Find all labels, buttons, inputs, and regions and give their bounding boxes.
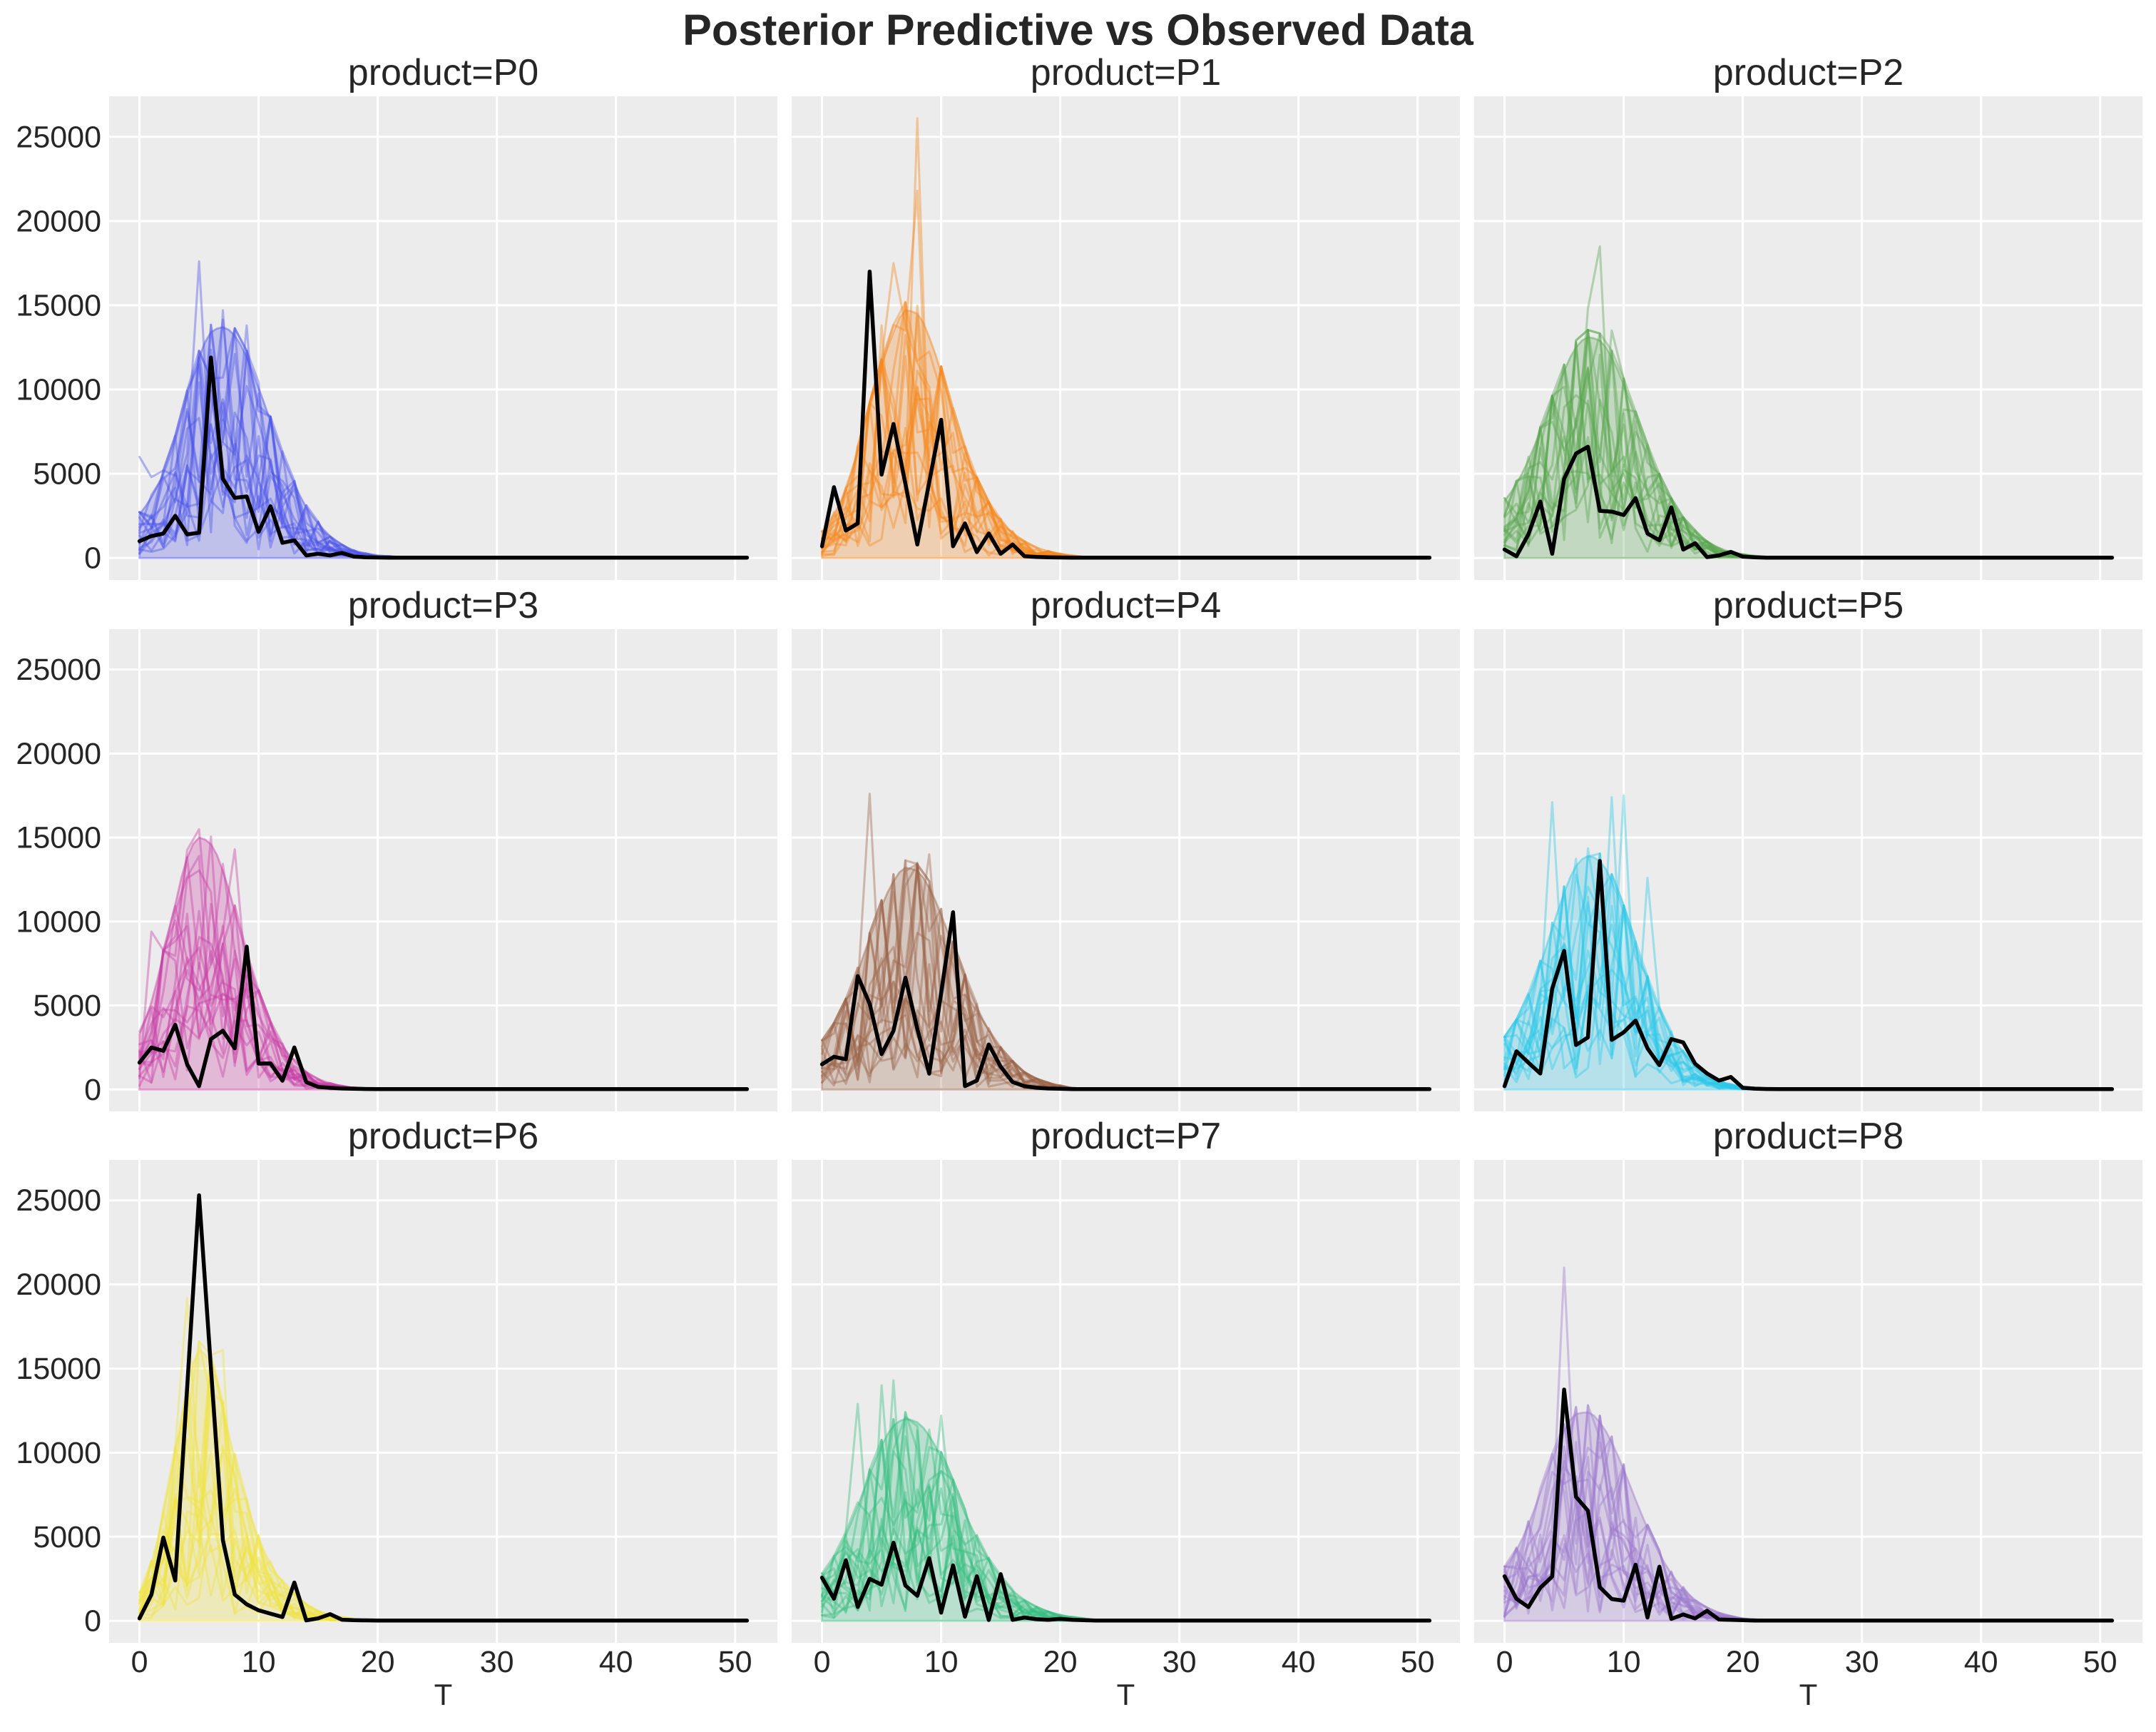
svg-text:20000: 20000 bbox=[16, 737, 101, 771]
svg-text:0: 0 bbox=[131, 1645, 148, 1679]
svg-text:5000: 5000 bbox=[33, 1520, 101, 1554]
svg-text:10: 10 bbox=[242, 1645, 276, 1679]
svg-text:10: 10 bbox=[924, 1645, 959, 1679]
svg-text:40: 40 bbox=[599, 1645, 633, 1679]
svg-text:20000: 20000 bbox=[16, 1268, 101, 1302]
svg-text:15000: 15000 bbox=[16, 821, 101, 855]
svg-text:T: T bbox=[434, 1678, 453, 1711]
svg-text:product=P1: product=P1 bbox=[1031, 52, 1221, 93]
svg-text:product=P5: product=P5 bbox=[1713, 585, 1904, 626]
svg-text:0: 0 bbox=[814, 1645, 831, 1679]
svg-text:5000: 5000 bbox=[33, 989, 101, 1023]
svg-text:25000: 25000 bbox=[16, 120, 101, 154]
svg-text:20: 20 bbox=[361, 1645, 395, 1679]
svg-text:25000: 25000 bbox=[16, 653, 101, 687]
svg-text:product=P4: product=P4 bbox=[1031, 585, 1221, 626]
svg-text:product=P6: product=P6 bbox=[348, 1116, 538, 1157]
svg-text:0: 0 bbox=[84, 1073, 101, 1107]
svg-text:T: T bbox=[1799, 1678, 1818, 1711]
svg-text:40: 40 bbox=[1282, 1645, 1316, 1679]
svg-text:0: 0 bbox=[1496, 1645, 1513, 1679]
svg-text:30: 30 bbox=[480, 1645, 514, 1679]
svg-text:T: T bbox=[1117, 1678, 1135, 1711]
svg-text:15000: 15000 bbox=[16, 1352, 101, 1386]
svg-text:10: 10 bbox=[1607, 1645, 1641, 1679]
svg-text:0: 0 bbox=[84, 541, 101, 576]
svg-text:20: 20 bbox=[1043, 1645, 1078, 1679]
svg-text:product=P0: product=P0 bbox=[348, 52, 538, 93]
svg-text:10000: 10000 bbox=[16, 373, 101, 407]
svg-text:0: 0 bbox=[84, 1604, 101, 1639]
svg-text:15000: 15000 bbox=[16, 288, 101, 322]
svg-text:product=P8: product=P8 bbox=[1713, 1116, 1904, 1157]
svg-text:30: 30 bbox=[1845, 1645, 1879, 1679]
svg-text:product=P7: product=P7 bbox=[1031, 1116, 1221, 1157]
svg-text:5000: 5000 bbox=[33, 457, 101, 491]
svg-text:50: 50 bbox=[1401, 1645, 1435, 1679]
svg-text:50: 50 bbox=[2083, 1645, 2117, 1679]
svg-text:product=P2: product=P2 bbox=[1713, 52, 1904, 93]
svg-text:Posterior Predictive vs Observ: Posterior Predictive vs Observed Data bbox=[683, 6, 1474, 54]
svg-text:20: 20 bbox=[1726, 1645, 1760, 1679]
svg-text:20000: 20000 bbox=[16, 204, 101, 238]
svg-text:50: 50 bbox=[718, 1645, 752, 1679]
svg-text:10000: 10000 bbox=[16, 905, 101, 939]
svg-text:10000: 10000 bbox=[16, 1436, 101, 1470]
svg-text:25000: 25000 bbox=[16, 1183, 101, 1218]
svg-text:30: 30 bbox=[1163, 1645, 1197, 1679]
svg-text:product=P3: product=P3 bbox=[348, 585, 538, 626]
svg-text:40: 40 bbox=[1964, 1645, 1998, 1679]
